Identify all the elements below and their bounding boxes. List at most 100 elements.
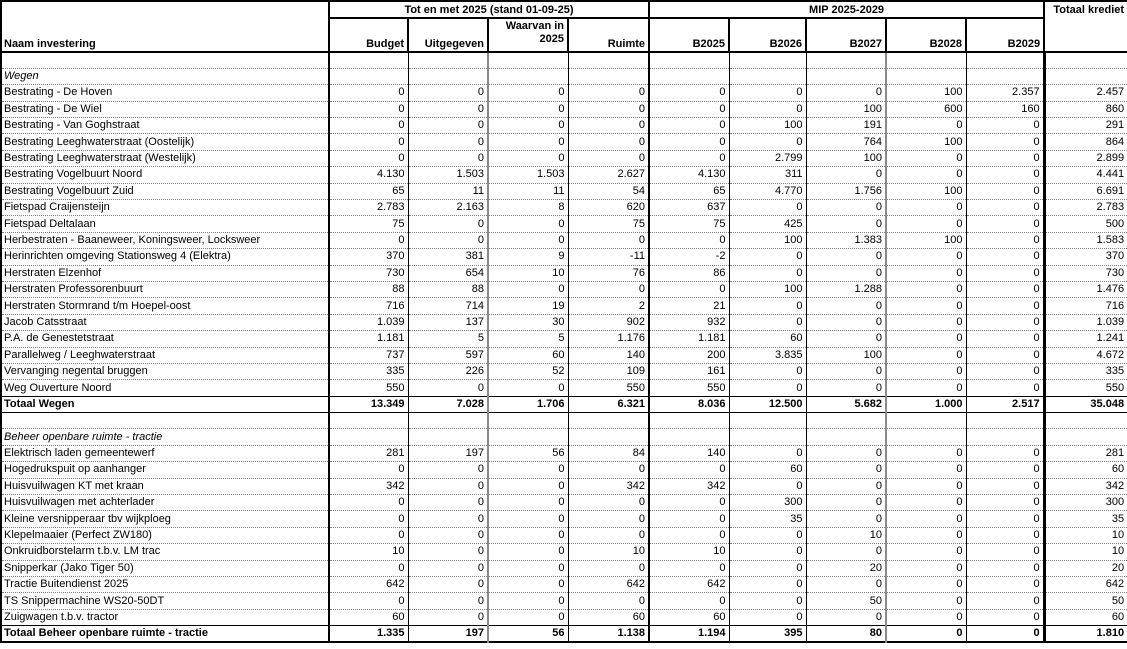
table-row: Jacob Catsstraat 1.039 137 30 902 932 0 … bbox=[0, 313, 1127, 331]
b2028-cell: 0 bbox=[885, 297, 967, 315]
uitgegeven-cell: 0 bbox=[407, 84, 488, 102]
b2027-cell: 100 bbox=[805, 100, 887, 118]
b2029-cell: 0 bbox=[965, 182, 1045, 200]
ruimte-cell: 140 bbox=[567, 346, 650, 364]
investment-name-cell: Fietspad Deltalaan bbox=[0, 215, 329, 233]
table-row: Bestrating Vogelbuurt Noord 4.130 1.503 … bbox=[0, 166, 1127, 184]
b2027-cell: 0 bbox=[805, 461, 887, 479]
uitgegeven-cell: 0 bbox=[407, 494, 488, 511]
ruimte-cell: 54 bbox=[567, 182, 650, 200]
table-row: Herstraten Stormrand t/m Hoepel-oost 716… bbox=[0, 297, 1127, 315]
table-row: Kleine versnipperaar tbv wijkploeg 0 0 0… bbox=[0, 510, 1127, 528]
totaal-krediet-cell: 2.899 bbox=[1042, 149, 1127, 167]
investment-name-cell: Totaal Beheer openbare ruimte - tractie bbox=[0, 625, 329, 643]
uitgegeven-cell: 0 bbox=[407, 477, 488, 495]
investment-name-cell: Huisvuilwagen KT met kraan bbox=[0, 477, 329, 495]
uitgegeven-cell: 0 bbox=[407, 543, 488, 561]
column-header-naam-investering: Naam investering bbox=[0, 0, 330, 53]
totaal-krediet-cell: 60 bbox=[1042, 608, 1127, 626]
b2026-cell: 0 bbox=[728, 608, 807, 626]
b2025-cell: 8.036 bbox=[648, 395, 730, 414]
b2025-cell: 86 bbox=[648, 264, 730, 282]
investment-name-cell bbox=[0, 412, 329, 429]
b2029-cell: 0 bbox=[965, 444, 1045, 462]
ruimte-cell: 550 bbox=[567, 379, 650, 397]
column-header-uitgegeven: Uitgegeven bbox=[407, 17, 489, 53]
b2027-cell: 50 bbox=[805, 592, 887, 610]
b2029-cell: 0 bbox=[965, 592, 1045, 610]
column-header-budget: Budget bbox=[328, 17, 409, 53]
b2026-cell: 0 bbox=[728, 297, 807, 315]
investment-name-cell: Parallelweg / Leeghwaterstraat bbox=[0, 346, 329, 364]
b2025-cell: -2 bbox=[648, 248, 730, 266]
b2029-cell: 0 bbox=[965, 280, 1045, 298]
ruimte-cell: 76 bbox=[567, 264, 650, 282]
uitgegeven-cell: 0 bbox=[407, 461, 488, 479]
table-row: Huisvuilwagen met achterlader 0 0 0 0 0 … bbox=[0, 494, 1127, 511]
b2026-cell: 0 bbox=[728, 264, 807, 282]
uitgegeven-cell: 0 bbox=[407, 379, 488, 397]
uitgegeven-cell: 5 bbox=[407, 330, 488, 348]
investment-name-cell: Jacob Catsstraat bbox=[0, 313, 329, 331]
table-row: Totaal Wegen 13.349 7.028 1.706 6.321 8.… bbox=[0, 395, 1127, 414]
b2027-cell: 0 bbox=[805, 494, 887, 511]
b2026-cell: 0 bbox=[728, 543, 807, 561]
b2028-cell: 0 bbox=[885, 559, 967, 577]
totaal-krediet-cell: 50 bbox=[1042, 592, 1127, 610]
b2026-cell bbox=[728, 67, 807, 85]
totaal-krediet-cell: 500 bbox=[1042, 215, 1127, 233]
b2028-cell: 0 bbox=[885, 379, 967, 397]
b2029-cell: 0 bbox=[965, 297, 1045, 315]
investment-name-cell: Fietspad Craijensteijn bbox=[0, 199, 329, 216]
budget-cell: 0 bbox=[328, 510, 408, 528]
totaal-krediet-cell: 291 bbox=[1042, 117, 1127, 134]
b2027-cell: 0 bbox=[805, 362, 887, 380]
uitgegeven-cell: 0 bbox=[407, 133, 488, 151]
investment-name-cell: Zuigwagen t.b.v. tractor bbox=[0, 608, 329, 626]
b2027-cell: 5.682 bbox=[805, 395, 887, 414]
totaal-krediet-cell: 300 bbox=[1042, 494, 1127, 511]
b2028-cell: 0 bbox=[885, 330, 967, 348]
b2028-cell: 0 bbox=[885, 362, 967, 380]
totaal-krediet-cell: 35 bbox=[1042, 510, 1127, 528]
b2026-cell: 60 bbox=[728, 461, 807, 479]
table-row: Elektrisch laden gemeentewerf 281 197 56… bbox=[0, 444, 1127, 462]
budget-cell: 1.335 bbox=[328, 625, 408, 643]
totaal-krediet-cell: 4.672 bbox=[1042, 346, 1127, 364]
b2027-cell: 0 bbox=[805, 248, 887, 266]
budget-cell: 65 bbox=[328, 182, 408, 200]
b2027-cell bbox=[805, 67, 887, 85]
uitgegeven-cell: 654 bbox=[407, 264, 488, 282]
table-row: Weg Ouverture Noord 550 0 0 550 550 0 0 … bbox=[0, 379, 1127, 397]
column-group-tot-en-met-2025: Tot en met 2025 (stand 01-09-25) bbox=[327, 0, 651, 19]
table-row: Herstraten Professorenbuurt 88 88 0 0 0 … bbox=[0, 280, 1127, 298]
budget-cell: 0 bbox=[328, 559, 408, 577]
waarvan-in-2025-cell bbox=[487, 428, 568, 446]
waarvan-in-2025-cell: 0 bbox=[487, 461, 568, 479]
budget-cell bbox=[328, 67, 408, 85]
investment-name-cell: Kleine versnipperaar tbv wijkploeg bbox=[0, 510, 329, 528]
ruimte-cell: -11 bbox=[567, 248, 650, 266]
uitgegeven-cell: 381 bbox=[407, 248, 488, 266]
b2027-cell: 1.288 bbox=[805, 280, 887, 298]
budget-cell: 0 bbox=[328, 231, 408, 249]
waarvan-in-2025-cell: 56 bbox=[487, 444, 568, 462]
budget-cell: 75 bbox=[328, 215, 408, 233]
uitgegeven-cell: 0 bbox=[407, 559, 488, 577]
budget-cell: 642 bbox=[328, 575, 408, 593]
b2027-cell bbox=[805, 428, 887, 446]
b2026-cell: 311 bbox=[728, 166, 807, 184]
b2026-cell: 0 bbox=[728, 248, 807, 266]
waarvan-in-2025-cell: 0 bbox=[487, 526, 568, 544]
budget-cell bbox=[328, 51, 408, 69]
table-row: Hogedrukspuit op aanhanger 0 0 0 0 0 60 … bbox=[0, 461, 1127, 479]
table-row: Bestrating - De Hoven 0 0 0 0 0 0 0 100 … bbox=[0, 84, 1127, 102]
budget-cell: 4.130 bbox=[328, 166, 408, 184]
b2028-cell: 0 bbox=[885, 248, 967, 266]
b2025-cell: 0 bbox=[648, 117, 730, 134]
b2028-cell: 0 bbox=[885, 215, 967, 233]
totaal-krediet-cell: 860 bbox=[1042, 100, 1127, 118]
b2028-cell: 0 bbox=[885, 199, 967, 216]
b2029-cell: 0 bbox=[965, 559, 1045, 577]
